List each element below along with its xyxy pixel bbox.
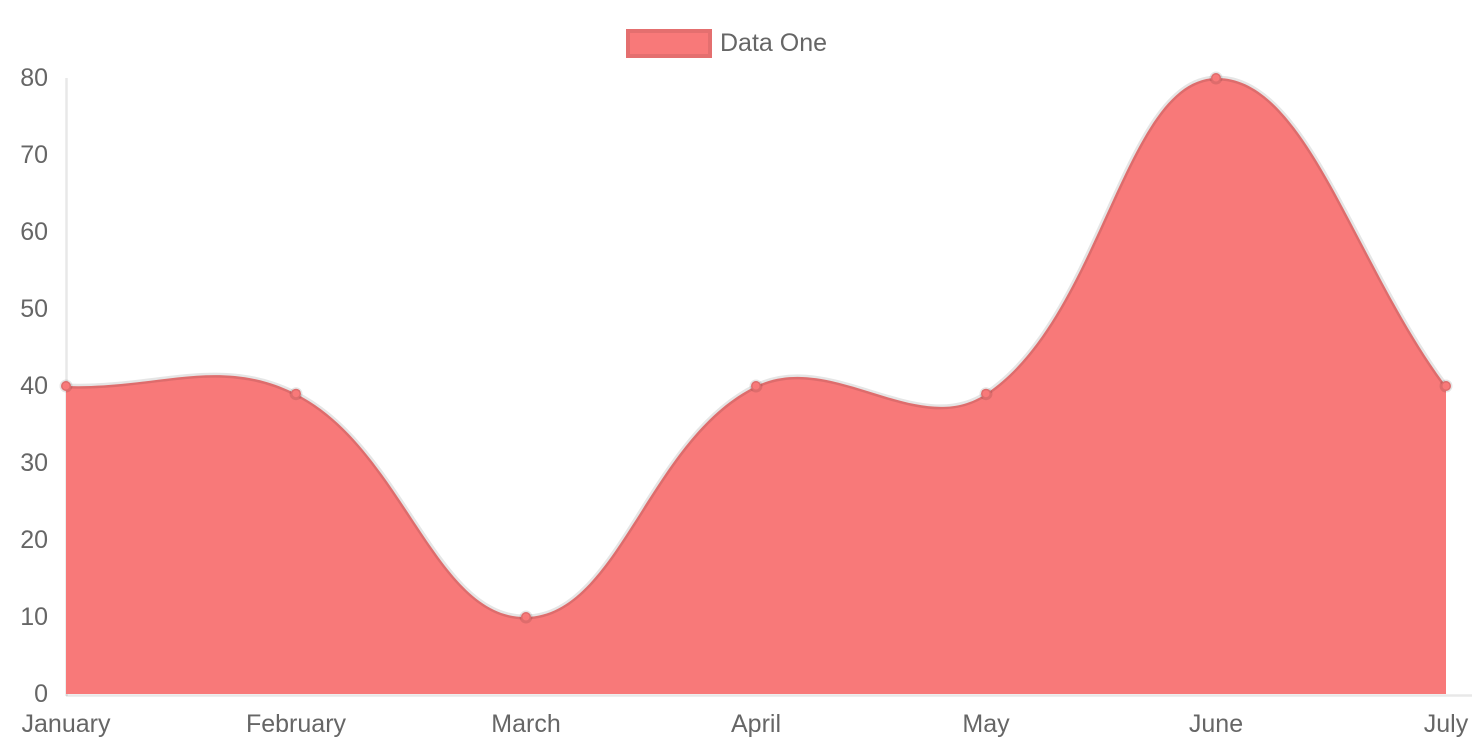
- y-tick-label-30: 30: [20, 449, 48, 477]
- legend-label: Data One: [720, 29, 828, 57]
- y-tick-label-0: 0: [34, 680, 48, 708]
- data-point-january[interactable]: [59, 379, 73, 393]
- data-point-april[interactable]: [749, 379, 763, 393]
- area-fill: [66, 77, 1446, 695]
- y-tick-label-40: 40: [20, 372, 48, 400]
- legend-item-data-one[interactable]: Data One: [626, 29, 827, 58]
- y-tick-label-70: 70: [20, 141, 48, 169]
- y-tick-label-60: 60: [20, 218, 48, 246]
- data-point-june[interactable]: [1209, 71, 1223, 85]
- data-point-march[interactable]: [519, 610, 533, 624]
- x-tick-label-may: May: [962, 710, 1010, 738]
- y-tick-label-50: 50: [20, 295, 48, 323]
- y-tick-label-20: 20: [20, 526, 48, 554]
- x-tick-label-june: June: [1188, 710, 1244, 738]
- x-tick-label-july: July: [1423, 710, 1469, 738]
- x-tick-label-march: March: [491, 710, 561, 738]
- x-tick-label-april: April: [730, 710, 782, 738]
- data-point-february[interactable]: [289, 387, 303, 401]
- series-line: [63, 75, 1449, 620]
- x-tick-label-january: January: [21, 710, 111, 738]
- x-tick-label-february: February: [245, 710, 347, 738]
- data-point-may[interactable]: [979, 387, 993, 401]
- y-tick-label-80: 80: [20, 64, 48, 92]
- y-tick-label-10: 10: [20, 603, 48, 631]
- data-point-july[interactable]: [1439, 379, 1453, 393]
- legend-swatch: [626, 29, 712, 58]
